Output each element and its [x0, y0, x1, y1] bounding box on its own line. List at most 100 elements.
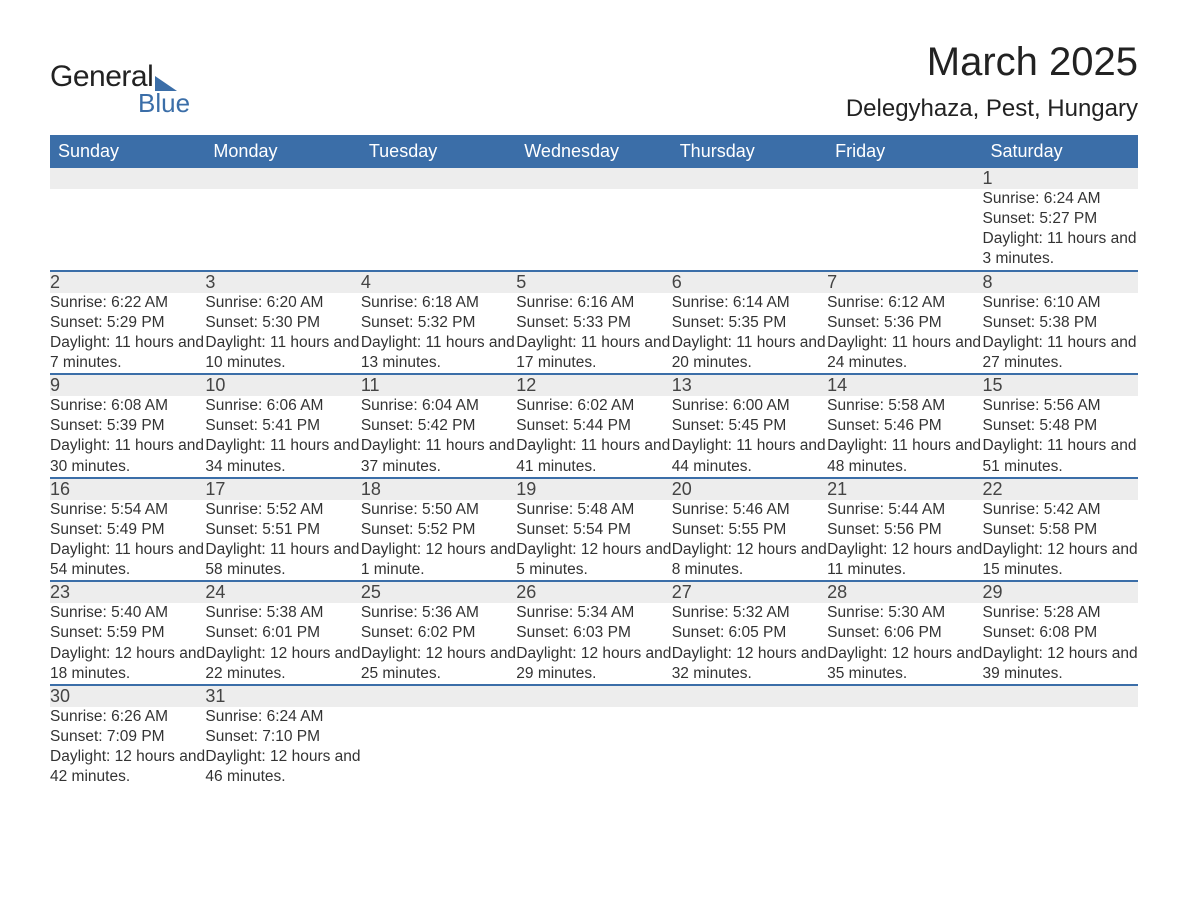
sunrise-text: Sunrise: 6:22 AM: [50, 293, 205, 313]
day-number-cell: 2: [50, 271, 205, 293]
day-details-cell: [827, 189, 982, 271]
daylight-text: Daylight: 12 hours and 39 minutes.: [983, 644, 1138, 684]
daynum-row: 23242526272829: [50, 581, 1138, 603]
day-details-cell: Sunrise: 6:06 AMSunset: 5:41 PMDaylight:…: [205, 396, 360, 478]
day-details-cell: [361, 189, 516, 271]
sunset-text: Sunset: 5:29 PM: [50, 313, 205, 333]
sunset-text: Sunset: 5:35 PM: [672, 313, 827, 333]
day-number-cell: [983, 685, 1138, 707]
sunset-text: Sunset: 6:02 PM: [361, 623, 516, 643]
day-number-cell: 8: [983, 271, 1138, 293]
day-details-cell: [361, 707, 516, 788]
calendar-table: Sunday Monday Tuesday Wednesday Thursday…: [50, 135, 1138, 787]
sunrise-text: Sunrise: 5:38 AM: [205, 603, 360, 623]
daynum-row: 3031: [50, 685, 1138, 707]
day-details-cell: Sunrise: 5:32 AMSunset: 6:05 PMDaylight:…: [672, 603, 827, 685]
day-number-cell: 16: [50, 478, 205, 500]
sunrise-text: Sunrise: 5:44 AM: [827, 500, 982, 520]
sunrise-text: Sunrise: 5:36 AM: [361, 603, 516, 623]
day-details-cell: Sunrise: 6:16 AMSunset: 5:33 PMDaylight:…: [516, 293, 671, 375]
sunrise-text: Sunrise: 6:14 AM: [672, 293, 827, 313]
day-details-cell: Sunrise: 5:52 AMSunset: 5:51 PMDaylight:…: [205, 500, 360, 582]
sunrise-text: Sunrise: 6:16 AM: [516, 293, 671, 313]
daylight-text: Daylight: 12 hours and 35 minutes.: [827, 644, 982, 684]
daylight-text: Daylight: 11 hours and 24 minutes.: [827, 333, 982, 373]
sunrise-text: Sunrise: 5:56 AM: [983, 396, 1138, 416]
day-number-cell: [516, 168, 671, 189]
day-header: Wednesday: [516, 135, 671, 168]
daylight-text: Daylight: 12 hours and 29 minutes.: [516, 644, 671, 684]
sunrise-text: Sunrise: 6:00 AM: [672, 396, 827, 416]
sunset-text: Sunset: 5:56 PM: [827, 520, 982, 540]
day-details-cell: Sunrise: 5:42 AMSunset: 5:58 PMDaylight:…: [983, 500, 1138, 582]
sunset-text: Sunset: 5:33 PM: [516, 313, 671, 333]
sunset-text: Sunset: 5:39 PM: [50, 416, 205, 436]
sunset-text: Sunset: 6:01 PM: [205, 623, 360, 643]
day-details-cell: [827, 707, 982, 788]
day-details-cell: Sunrise: 6:24 AMSunset: 7:10 PMDaylight:…: [205, 707, 360, 788]
sunrise-text: Sunrise: 6:24 AM: [205, 707, 360, 727]
daylight-text: Daylight: 11 hours and 54 minutes.: [50, 540, 205, 580]
day-number-cell: 23: [50, 581, 205, 603]
sunrise-text: Sunrise: 6:10 AM: [983, 293, 1138, 313]
sunset-text: Sunset: 6:05 PM: [672, 623, 827, 643]
daylight-text: Daylight: 11 hours and 3 minutes.: [983, 229, 1138, 269]
daylight-text: Daylight: 11 hours and 13 minutes.: [361, 333, 516, 373]
day-number-cell: 15: [983, 374, 1138, 396]
day-details-cell: Sunrise: 6:14 AMSunset: 5:35 PMDaylight:…: [672, 293, 827, 375]
day-number-cell: 30: [50, 685, 205, 707]
month-title: March 2025: [846, 40, 1138, 85]
day-details-cell: Sunrise: 5:48 AMSunset: 5:54 PMDaylight:…: [516, 500, 671, 582]
daylight-text: Daylight: 11 hours and 17 minutes.: [516, 333, 671, 373]
daylight-text: Daylight: 12 hours and 46 minutes.: [205, 747, 360, 787]
day-number-cell: 1: [983, 168, 1138, 189]
day-details-cell: Sunrise: 6:24 AMSunset: 5:27 PMDaylight:…: [983, 189, 1138, 271]
day-number-cell: 31: [205, 685, 360, 707]
daylight-text: Daylight: 11 hours and 34 minutes.: [205, 436, 360, 476]
sunset-text: Sunset: 5:45 PM: [672, 416, 827, 436]
logo: General Blue: [50, 40, 190, 119]
day-details-cell: [983, 707, 1138, 788]
header-row: General Blue March 2025 Delegyhaza, Pest…: [50, 40, 1138, 123]
details-row: Sunrise: 6:24 AMSunset: 5:27 PMDaylight:…: [50, 189, 1138, 271]
sunrise-text: Sunrise: 6:04 AM: [361, 396, 516, 416]
sunset-text: Sunset: 5:38 PM: [983, 313, 1138, 333]
sunrise-text: Sunrise: 5:54 AM: [50, 500, 205, 520]
day-details-cell: Sunrise: 6:12 AMSunset: 5:36 PMDaylight:…: [827, 293, 982, 375]
day-number-cell: 18: [361, 478, 516, 500]
daylight-text: Daylight: 11 hours and 48 minutes.: [827, 436, 982, 476]
location: Delegyhaza, Pest, Hungary: [846, 95, 1138, 123]
daylight-text: Daylight: 11 hours and 27 minutes.: [983, 333, 1138, 373]
daylight-text: Daylight: 12 hours and 15 minutes.: [983, 540, 1138, 580]
day-details-cell: Sunrise: 5:58 AMSunset: 5:46 PMDaylight:…: [827, 396, 982, 478]
day-details-cell: [672, 189, 827, 271]
sunrise-text: Sunrise: 5:52 AM: [205, 500, 360, 520]
day-header: Saturday: [983, 135, 1138, 168]
day-number-cell: 13: [672, 374, 827, 396]
day-number-cell: [827, 685, 982, 707]
daynum-row: 1: [50, 168, 1138, 189]
daylight-text: Daylight: 11 hours and 44 minutes.: [672, 436, 827, 476]
sunset-text: Sunset: 5:55 PM: [672, 520, 827, 540]
daylight-text: Daylight: 12 hours and 8 minutes.: [672, 540, 827, 580]
sunset-text: Sunset: 7:09 PM: [50, 727, 205, 747]
daylight-text: Daylight: 12 hours and 18 minutes.: [50, 644, 205, 684]
day-header: Thursday: [672, 135, 827, 168]
sunset-text: Sunset: 5:46 PM: [827, 416, 982, 436]
day-number-cell: [672, 168, 827, 189]
day-details-cell: [672, 707, 827, 788]
details-row: Sunrise: 6:08 AMSunset: 5:39 PMDaylight:…: [50, 396, 1138, 478]
daylight-text: Daylight: 11 hours and 41 minutes.: [516, 436, 671, 476]
sunset-text: Sunset: 5:27 PM: [983, 209, 1138, 229]
title-block: March 2025 Delegyhaza, Pest, Hungary: [846, 40, 1138, 123]
sunrise-text: Sunrise: 6:08 AM: [50, 396, 205, 416]
sunset-text: Sunset: 5:42 PM: [361, 416, 516, 436]
day-number-cell: 25: [361, 581, 516, 603]
daylight-text: Daylight: 12 hours and 25 minutes.: [361, 644, 516, 684]
day-number-cell: [672, 685, 827, 707]
daynum-row: 9101112131415: [50, 374, 1138, 396]
day-details-cell: Sunrise: 5:30 AMSunset: 6:06 PMDaylight:…: [827, 603, 982, 685]
day-number-cell: [361, 168, 516, 189]
sunrise-text: Sunrise: 5:42 AM: [983, 500, 1138, 520]
day-number-cell: 7: [827, 271, 982, 293]
